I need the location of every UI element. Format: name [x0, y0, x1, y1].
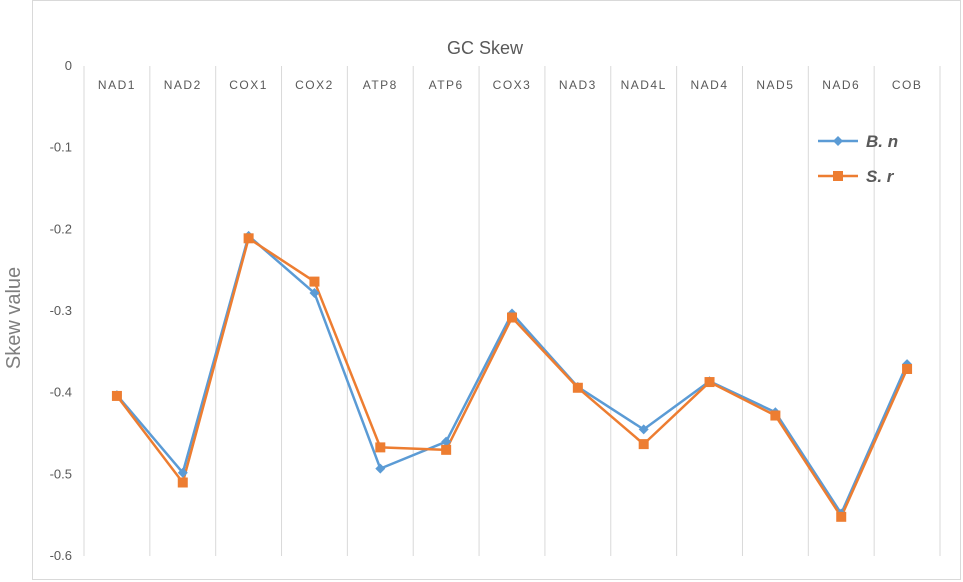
x-tick-labels: NAD1 NAD2 COX1 COX2 ATP8 ATP6 COX3 NAD3 NAD4L NAD… [98, 78, 923, 92]
y-tick-label: -0.6 [50, 548, 72, 563]
legend: B. n S. r [818, 132, 898, 186]
data-point [177, 467, 188, 478]
data-point [902, 363, 913, 374]
y-tick-label: -0.3 [50, 303, 72, 318]
legend-marker [833, 136, 843, 146]
data-point [309, 276, 320, 287]
x-tick-label: COX2 [295, 78, 334, 92]
chart-title: GC Skew [447, 38, 524, 58]
x-tick-label: NAD5 [756, 78, 794, 92]
y-tick-label: -0.4 [50, 385, 72, 400]
x-tick-label: COX1 [229, 78, 268, 92]
y-tick-label: -0.5 [50, 466, 72, 481]
y-axis-label: Skew value [3, 267, 25, 369]
data-point [243, 233, 254, 244]
data-point [375, 463, 386, 474]
data-point [704, 377, 715, 388]
series-line [115, 234, 909, 515]
legend-label: B. n [866, 132, 898, 151]
y-tick-label: 0 [65, 58, 72, 73]
x-tick-label: COX3 [493, 78, 532, 92]
data-point [770, 410, 781, 421]
y-tick-label: -0.2 [50, 221, 72, 236]
x-tick-label: NAD4 [691, 78, 729, 92]
data-point [441, 436, 452, 447]
x-tick-label: NAD6 [822, 78, 860, 92]
x-tick-label: NAD1 [98, 78, 136, 92]
data-point [572, 382, 583, 393]
data-point [638, 439, 649, 450]
y-tick-labels: 0 -0.1 -0.2 -0.3 -0.4 -0.5 -0.6 [50, 58, 72, 563]
data-point [177, 477, 188, 488]
y-tick-label: -0.1 [50, 140, 72, 155]
data-point [507, 312, 517, 323]
series-group [111, 230, 913, 522]
x-tick-label: ATP6 [429, 78, 464, 92]
data-point [309, 288, 320, 299]
legend-label: S. r [866, 167, 895, 186]
data-point [375, 442, 386, 453]
data-point [111, 390, 122, 401]
x-tick-label: NAD3 [559, 78, 597, 92]
x-tick-label: ATP8 [363, 78, 398, 92]
x-tick-label: NAD4L [621, 78, 667, 92]
data-point [836, 511, 847, 522]
data-point [638, 424, 649, 435]
x-tick-label: COB [892, 78, 923, 92]
grid [83, 66, 941, 556]
legend-marker [833, 171, 843, 181]
data-point [441, 444, 452, 455]
x-tick-label: NAD2 [164, 78, 202, 92]
